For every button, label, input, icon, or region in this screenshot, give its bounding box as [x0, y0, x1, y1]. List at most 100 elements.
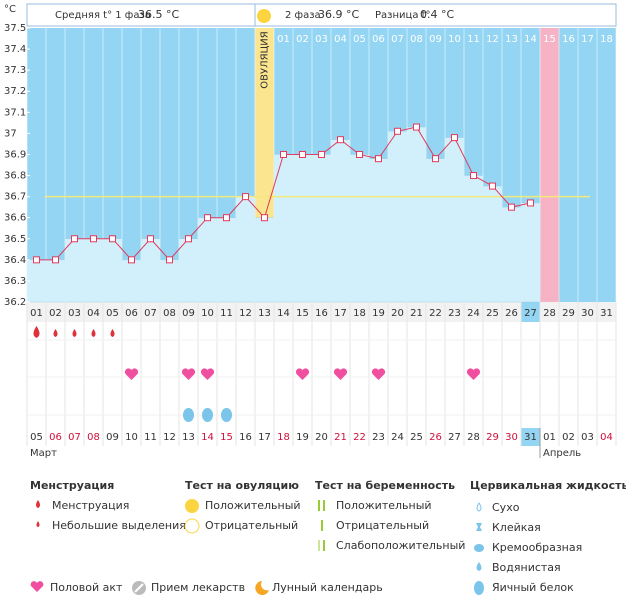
bar [501, 206, 522, 303]
intercourse [200, 368, 215, 380]
phase2-day: 18 [600, 34, 613, 45]
intercourse [181, 368, 196, 380]
cycle-day: 23 [448, 308, 461, 319]
y-tick-label: 36.3 [4, 276, 26, 287]
y-tick-label: 37.4 [4, 44, 26, 55]
ovulation-label: ОВУЛЯЦИЯ [260, 31, 271, 89]
phase2-day: 04 [334, 34, 347, 45]
y-tick-label: 36.6 [4, 213, 26, 224]
intercourse [124, 368, 139, 380]
icon [30, 581, 44, 592]
date: 29 [486, 432, 499, 443]
temperature-point [242, 193, 249, 201]
legend-title: Цервикальная жидкость [470, 479, 626, 492]
date: 13 [182, 432, 195, 443]
bar [64, 238, 85, 303]
cycle-day: 12 [239, 308, 252, 319]
y-tick-label: 36.4 [4, 255, 26, 266]
bar [463, 175, 484, 303]
cycle-day: 19 [372, 308, 385, 319]
legend-item: Сухо [492, 501, 520, 514]
phase2-day: 05 [353, 34, 366, 45]
phase2-label: 2 фаза [285, 10, 321, 21]
phase2-day: 14 [524, 34, 537, 45]
cycle-day: 07 [144, 308, 157, 319]
legend-item: Кремообразная [492, 541, 582, 554]
cycle-day: 15 [296, 308, 309, 319]
temperature-point [128, 256, 135, 264]
intercourse [371, 368, 386, 380]
cycle-day: 11 [220, 308, 233, 319]
date: 11 [144, 432, 157, 443]
date: 26 [429, 432, 442, 443]
date: 03 [581, 432, 594, 443]
date: 31 [524, 432, 537, 443]
date: 24 [391, 432, 404, 443]
phase2-value: 36.9 °C [318, 8, 359, 21]
date: 10 [125, 432, 138, 443]
date: 21 [334, 432, 347, 443]
temperature-point [375, 155, 382, 163]
bar [197, 217, 218, 303]
phase2-day: 12 [486, 34, 499, 45]
icon [474, 581, 484, 595]
phase1-label: Средняя t° 1 фаза [55, 10, 151, 21]
bar [482, 185, 503, 303]
date: 07 [68, 432, 81, 443]
bar [444, 137, 465, 303]
bar [45, 259, 66, 303]
cycle-day: 27 [524, 308, 537, 319]
temperature-point [394, 127, 401, 135]
bar [368, 158, 389, 303]
date: 23 [372, 432, 385, 443]
bar [387, 131, 408, 303]
bar [178, 238, 199, 303]
bar [102, 238, 123, 303]
phase2-day: 09 [429, 34, 442, 45]
date: 15 [220, 432, 233, 443]
y-tick-label: 37.2 [4, 86, 26, 97]
cycle-day: 03 [68, 308, 81, 319]
difference-value: 0.4 °C [420, 8, 454, 21]
bar [254, 217, 275, 303]
date: 12 [163, 432, 176, 443]
temperature-point [185, 235, 192, 243]
month: Апрель [543, 448, 581, 459]
date: 06 [49, 432, 62, 443]
expected-column [540, 28, 559, 302]
cycle-day: 02 [49, 308, 62, 319]
bar [406, 126, 427, 303]
date: 25 [410, 432, 423, 443]
icon [476, 562, 482, 571]
ovulation-icon [257, 9, 271, 23]
temperature-point [33, 256, 40, 264]
date: 04 [600, 432, 613, 443]
phase2-day: 11 [467, 34, 480, 45]
bar [349, 154, 370, 303]
cycle-day: 31 [600, 308, 613, 319]
temperature-point [318, 150, 325, 158]
icon [476, 523, 482, 531]
lower-bg [27, 302, 616, 448]
cycle-day: 16 [315, 308, 328, 319]
phase2-day: 16 [562, 34, 575, 45]
date: 28 [467, 432, 480, 443]
month: Март [30, 448, 57, 459]
date: 20 [315, 432, 328, 443]
icon [185, 499, 199, 513]
legend: Менструация Менструация Небольшие выделе… [30, 479, 626, 595]
phase2-day: 06 [372, 34, 385, 45]
phase2-day: 10 [448, 34, 461, 45]
y-tick-label: 36.8 [4, 171, 26, 182]
legend-title: Тест на беременность [315, 479, 455, 492]
phase2-day: 13 [505, 34, 518, 45]
temperature-point [109, 235, 116, 243]
phase2-day: 15 [543, 34, 556, 45]
temperature-point [337, 136, 344, 144]
y-tick-label: 37.3 [4, 65, 26, 76]
icon [474, 544, 484, 552]
y-tick-label: 36.5 [4, 234, 26, 245]
egg-white [202, 408, 213, 422]
cycle-day: 09 [182, 308, 195, 319]
bar [330, 139, 351, 303]
